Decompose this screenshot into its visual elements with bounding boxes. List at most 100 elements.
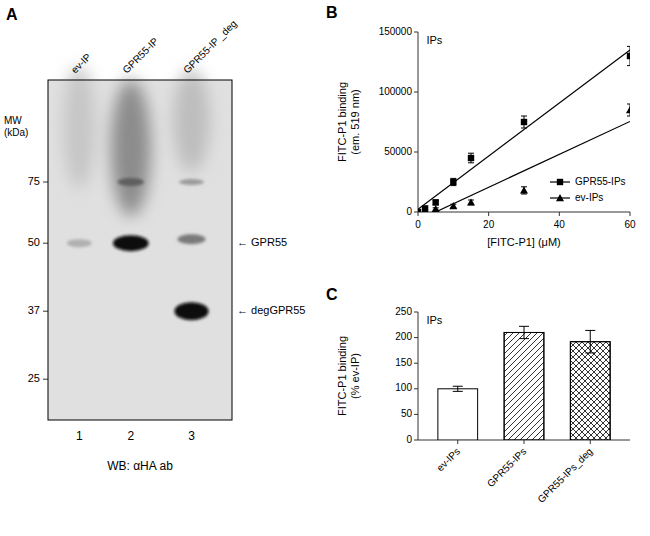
error-bar-cap [519,338,529,339]
blot-border [48,80,232,420]
x-tick-label: 20 [483,219,495,230]
bar-hatch [504,332,544,440]
x-axis-label: [FITC-P1] (μM) [487,236,561,248]
mw-label: 25 [28,372,40,384]
error-bar-stem [590,330,591,353]
smear [63,66,95,188]
y-tick-label: 250 [395,306,412,317]
y-tick-label: 150000 [379,26,413,37]
error-bar [521,187,527,194]
error-bar-cap [521,194,527,195]
y-tick [414,337,418,338]
error-bar-cap [627,65,630,66]
band [179,179,204,185]
x-tick [590,440,591,444]
band-annotation: ← GPR55 [237,236,287,248]
error-bar-cap [450,178,456,179]
error-bar [627,104,630,116]
annotation: IPs [426,34,442,46]
y-tick [414,440,418,441]
point [450,179,456,185]
y-axis-label: FITC-P1 binding(em. 519 nm) [336,82,361,162]
error-bar [468,153,474,163]
y-axis [418,312,419,440]
y-axis [418,32,419,212]
text-line: (em. 519 nm) [349,89,361,154]
error-bar-cap [468,153,474,154]
x-tick [418,212,419,216]
band [118,178,144,186]
error-bar-cap [468,162,474,163]
error-bar-cap [627,46,630,47]
point [449,202,457,209]
point [521,119,527,125]
panel-title: B [326,4,338,21]
text-line: (% ev-IP) [349,353,361,399]
error-bar-cap [450,185,456,186]
lane-number: 1 [76,429,83,443]
y-tick [414,212,418,213]
band-annotation: ← degGPR55 [237,304,305,316]
panel-c: C050100150200250FITC-P1 binding(% ev-IP)… [326,286,630,505]
y-tick-label: 0 [406,206,412,217]
error-bar-cap [519,326,529,327]
point [418,208,422,212]
y-tick [414,152,418,153]
legend: GPR55-IPs ev-IPs [550,176,626,203]
point [432,205,440,212]
figure: A 75 50 37 25 MW(kDa) ev-IP GPR55-IP GPR55-IP _d… [0,0,650,536]
bar-hatch [570,342,610,440]
y-tick-label: 200 [395,331,412,342]
error-bar-cap [453,391,463,392]
y-axis-label: FITC-P1 binding(% ev-IP) [336,336,361,416]
y-tick-label: 0 [406,434,412,445]
mw-tick [43,311,48,312]
x-tick [524,440,525,444]
mw-label: 75 [28,175,40,187]
lane-label: ev-IP [69,51,94,76]
y-tick [414,92,418,93]
error-bar [585,330,595,353]
y-tick-label: 100000 [379,86,413,97]
bar [438,389,478,440]
plot-area [438,326,610,440]
legend-label: ev-IPs [575,192,603,203]
fit-line [418,121,630,212]
error-bar-cap [627,116,630,117]
error-bar [450,178,456,185]
mw-tick [43,243,48,244]
mw-label: 37 [28,304,40,316]
x-tick [488,212,489,216]
error-bar [627,46,630,65]
lane-number: 2 [127,429,134,443]
point [468,155,474,161]
y-tick-label: 50000 [384,146,412,157]
panel-a: A 75 50 37 25 MW(kDa) ev-IP GPR55-IP GPR55-IP _d… [4,6,305,473]
error-bar-cap [585,352,595,353]
point [421,207,429,212]
error-bar-stem [524,326,525,338]
error-bar-stem [457,386,458,391]
error-bar [521,116,527,128]
panel-title: A [6,6,18,23]
fit-line [418,50,630,209]
bands [67,178,209,320]
error-bar [453,386,463,391]
lane-label: GPR55-IP _deg [181,18,239,76]
smear [111,80,151,216]
plot-area [418,46,630,212]
y-tick-label: 50 [401,408,413,419]
legend-label: GPR55-IPs [575,176,626,187]
band [113,235,149,251]
y-tick-label: 150 [395,357,412,368]
x-tick [457,440,458,444]
x-tick-label: ev-IPs [434,446,462,474]
mw-title: MW(kDa) [4,115,28,138]
mw-label: 50 [28,236,40,248]
bar [570,342,610,440]
point [432,199,438,205]
lane-label: GPR55-IP [120,35,160,75]
y-tick [414,388,418,389]
band [174,302,208,320]
band [178,234,206,244]
